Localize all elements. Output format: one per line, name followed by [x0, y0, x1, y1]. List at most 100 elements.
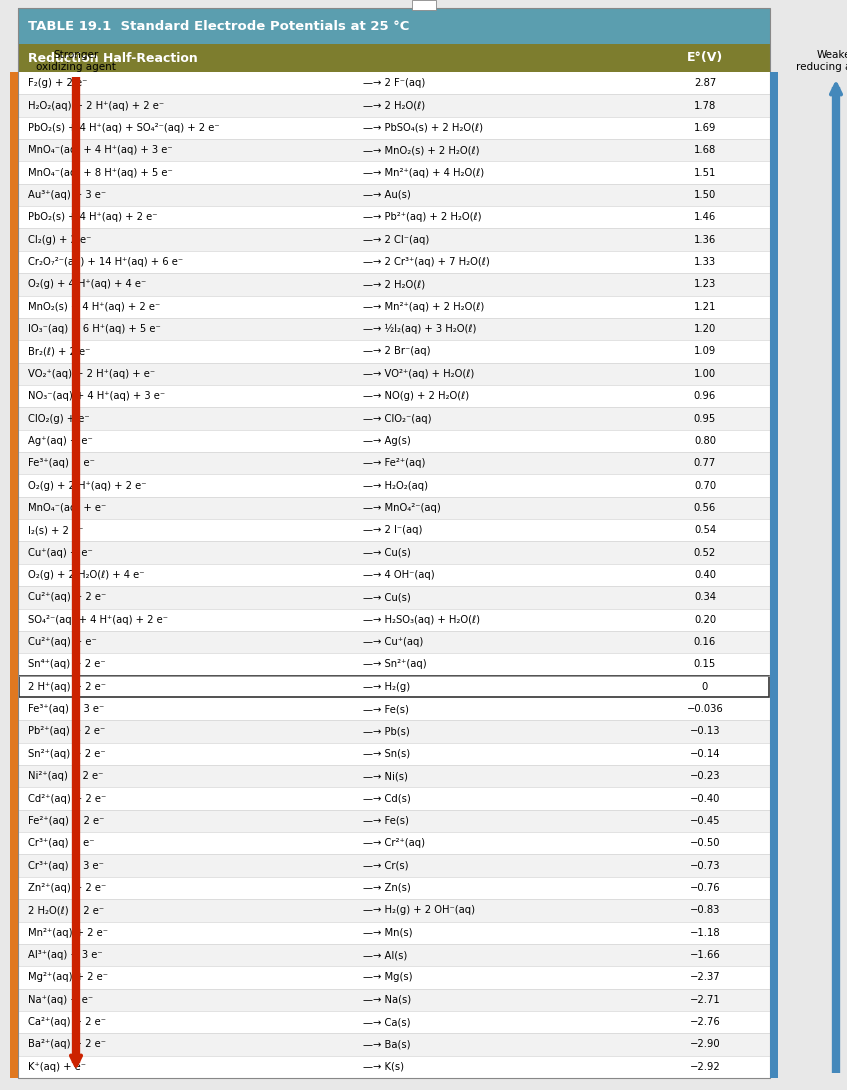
Text: −2.90: −2.90: [689, 1040, 720, 1050]
Text: 0.52: 0.52: [694, 547, 716, 558]
Text: Reduction Half-Reaction: Reduction Half-Reaction: [28, 51, 197, 64]
Bar: [18, 474, 770, 497]
Text: —→ Sn²⁺(aq): —→ Sn²⁺(aq): [363, 659, 427, 669]
Bar: [18, 787, 770, 810]
Bar: [19, 676, 769, 698]
Text: 1.23: 1.23: [694, 279, 716, 289]
Text: Al³⁺(aq) + 3 e⁻: Al³⁺(aq) + 3 e⁻: [28, 950, 102, 960]
Text: F₂(g) + 2 e⁻: F₂(g) + 2 e⁻: [28, 78, 87, 88]
Text: —→ Cd(s): —→ Cd(s): [363, 794, 411, 803]
Bar: [18, 161, 770, 184]
Text: 0.96: 0.96: [694, 391, 716, 401]
Bar: [18, 519, 770, 542]
Bar: [18, 8, 770, 1078]
Text: —→ 2 H₂O(ℓ): —→ 2 H₂O(ℓ): [363, 100, 425, 110]
Text: —→ VO²⁺(aq) + H₂O(ℓ): —→ VO²⁺(aq) + H₂O(ℓ): [363, 368, 474, 379]
Text: Ag⁺(aq) + e⁻: Ag⁺(aq) + e⁻: [28, 436, 93, 446]
Text: 0.95: 0.95: [694, 413, 716, 424]
Bar: [18, 206, 770, 229]
Text: 0.56: 0.56: [694, 502, 716, 513]
Bar: [18, 452, 770, 474]
Bar: [412, 0, 435, 10]
Bar: [18, 44, 770, 72]
Bar: [18, 966, 770, 989]
Text: —→ Ni(s): —→ Ni(s): [363, 772, 408, 782]
Bar: [18, 631, 770, 653]
Text: —→ Ca(s): —→ Ca(s): [363, 1017, 411, 1027]
Text: —→ Cu(s): —→ Cu(s): [363, 592, 411, 603]
Bar: [18, 742, 770, 765]
Bar: [18, 921, 770, 944]
Text: MnO₄⁻(aq) + e⁻: MnO₄⁻(aq) + e⁻: [28, 502, 106, 513]
Text: 1.50: 1.50: [694, 190, 716, 199]
Text: —→ Sn(s): —→ Sn(s): [363, 749, 410, 759]
Bar: [18, 117, 770, 140]
Text: −0.45: −0.45: [689, 816, 720, 826]
Text: Sn⁴⁺(aq) + 2 e⁻: Sn⁴⁺(aq) + 2 e⁻: [28, 659, 106, 669]
Text: −0.036: −0.036: [687, 704, 723, 714]
Text: MnO₄⁻(aq) + 8 H⁺(aq) + 5 e⁻: MnO₄⁻(aq) + 8 H⁺(aq) + 5 e⁻: [28, 168, 173, 178]
Bar: [18, 184, 770, 206]
Text: Zn²⁺(aq) + 2 e⁻: Zn²⁺(aq) + 2 e⁻: [28, 883, 106, 893]
Text: O₂(g) + 2 H₂O(ℓ) + 4 e⁻: O₂(g) + 2 H₂O(ℓ) + 4 e⁻: [28, 570, 145, 580]
Bar: [18, 340, 770, 363]
Bar: [18, 72, 770, 95]
Bar: [18, 8, 770, 44]
Text: 2 H⁺(aq) + 2 e⁻: 2 H⁺(aq) + 2 e⁻: [28, 681, 106, 692]
Text: —→ 2 Cl⁻(aq): —→ 2 Cl⁻(aq): [363, 234, 429, 244]
Text: —→ Au(s): —→ Au(s): [363, 190, 411, 199]
Bar: [18, 251, 770, 274]
Bar: [18, 899, 770, 921]
Text: SO₄²⁻(aq) + 4 H⁺(aq) + 2 e⁻: SO₄²⁻(aq) + 4 H⁺(aq) + 2 e⁻: [28, 615, 168, 625]
Bar: [18, 586, 770, 608]
Bar: [18, 876, 770, 899]
Bar: [18, 810, 770, 832]
Text: −0.23: −0.23: [689, 772, 720, 782]
Text: −2.76: −2.76: [689, 1017, 721, 1027]
Text: —→ Mn(s): —→ Mn(s): [363, 928, 412, 937]
Text: Mg²⁺(aq) + 2 e⁻: Mg²⁺(aq) + 2 e⁻: [28, 972, 108, 982]
Text: —→ Cu(s): —→ Cu(s): [363, 547, 411, 558]
Text: —→ ClO₂⁻(aq): —→ ClO₂⁻(aq): [363, 413, 431, 424]
Text: —→ 4 OH⁻(aq): —→ 4 OH⁻(aq): [363, 570, 435, 580]
Text: Ba²⁺(aq) + 2 e⁻: Ba²⁺(aq) + 2 e⁻: [28, 1040, 106, 1050]
Text: —→ Fe(s): —→ Fe(s): [363, 704, 409, 714]
Text: 1.68: 1.68: [694, 145, 716, 155]
Bar: [18, 698, 770, 720]
Text: —→ Mn²⁺(aq) + 4 H₂O(ℓ): —→ Mn²⁺(aq) + 4 H₂O(ℓ): [363, 168, 484, 178]
Text: −1.66: −1.66: [689, 950, 721, 960]
Text: −0.13: −0.13: [689, 727, 720, 737]
Text: K⁺(aq) + e⁻: K⁺(aq) + e⁻: [28, 1062, 86, 1071]
Text: —→ Mn²⁺(aq) + 2 H₂O(ℓ): —→ Mn²⁺(aq) + 2 H₂O(ℓ): [363, 302, 484, 312]
Bar: [10, 72, 18, 1078]
Bar: [18, 229, 770, 251]
Bar: [18, 542, 770, 564]
Bar: [18, 295, 770, 318]
Text: —→ Ba(s): —→ Ba(s): [363, 1040, 411, 1050]
Text: −0.83: −0.83: [689, 906, 720, 916]
Text: 0.80: 0.80: [694, 436, 716, 446]
Bar: [18, 95, 770, 117]
Text: Cu⁺(aq) + e⁻: Cu⁺(aq) + e⁻: [28, 547, 93, 558]
Text: O₂(g) + 2 H⁺(aq) + 2 e⁻: O₂(g) + 2 H⁺(aq) + 2 e⁻: [28, 481, 147, 490]
Text: —→ Pb²⁺(aq) + 2 H₂O(ℓ): —→ Pb²⁺(aq) + 2 H₂O(ℓ): [363, 213, 481, 222]
Bar: [18, 497, 770, 519]
Text: 1.33: 1.33: [694, 257, 716, 267]
Text: 2.87: 2.87: [694, 78, 716, 88]
Text: —→ Fe²⁺(aq): —→ Fe²⁺(aq): [363, 458, 425, 469]
Text: —→ Ag(s): —→ Ag(s): [363, 436, 411, 446]
Bar: [18, 140, 770, 161]
Text: I₂(s) + 2 e⁻: I₂(s) + 2 e⁻: [28, 525, 83, 535]
Text: —→ 2 Br⁻(aq): —→ 2 Br⁻(aq): [363, 347, 430, 356]
Text: TABLE 19.1  Standard Electrode Potentials at 25 °C: TABLE 19.1 Standard Electrode Potentials…: [28, 20, 409, 33]
Bar: [18, 318, 770, 340]
Text: −2.92: −2.92: [689, 1062, 721, 1071]
Text: —→ Al(s): —→ Al(s): [363, 950, 407, 960]
Text: —→ H₂O₂(aq): —→ H₂O₂(aq): [363, 481, 428, 490]
Text: IO₃⁻(aq) + 6 H⁺(aq) + 5 e⁻: IO₃⁻(aq) + 6 H⁺(aq) + 5 e⁻: [28, 324, 161, 335]
Text: −0.73: −0.73: [689, 861, 720, 871]
Text: Fe²⁺(aq) + 2 e⁻: Fe²⁺(aq) + 2 e⁻: [28, 816, 104, 826]
Text: 0.54: 0.54: [694, 525, 716, 535]
Bar: [18, 385, 770, 408]
Text: E°(V): E°(V): [687, 51, 723, 64]
